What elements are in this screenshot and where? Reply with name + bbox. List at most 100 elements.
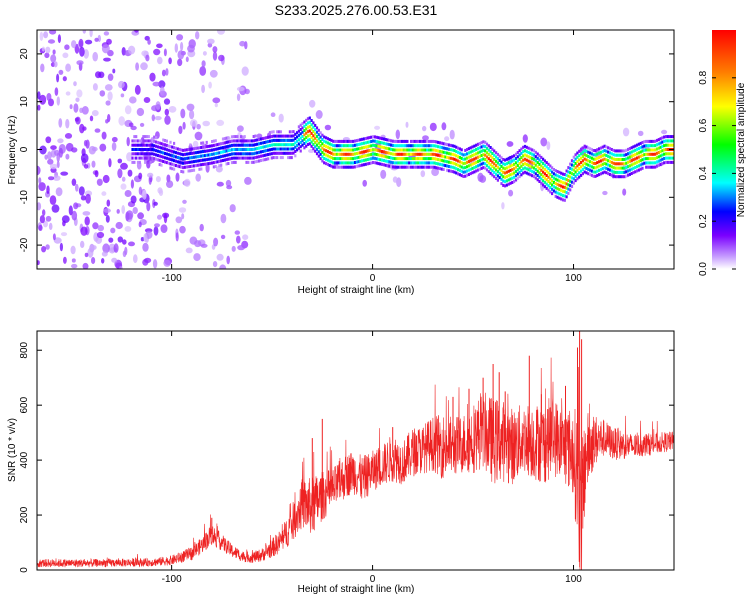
spectrogram-ridge-cell — [485, 142, 489, 146]
spectrogram-ridge-cell — [652, 152, 655, 156]
spectrogram-ridge-cell — [466, 148, 469, 151]
spectrogram-ridge-cell — [334, 157, 337, 161]
spectrogram-ridge-cell — [661, 140, 664, 144]
spectrogram-ridge-cell — [357, 160, 360, 164]
spectrogram-noise-blob — [117, 236, 124, 243]
spectrogram-ridge-cell — [258, 150, 261, 154]
spectrogram-ridge-cell — [249, 148, 252, 151]
spectrogram-noise-blob — [94, 128, 101, 133]
spectrogram-ridge-cell — [254, 134, 257, 138]
spectrogram-ridge-cell — [180, 148, 183, 152]
spectrogram-noise-blob — [143, 233, 148, 242]
spectrogram-ridge-cell — [315, 147, 319, 151]
spectrogram-ridge-cell — [317, 154, 320, 158]
spectrogram-ridge-cell — [462, 170, 465, 174]
spectrogram-ridge-cell — [570, 163, 574, 167]
spectrogram-ridge-cell — [301, 130, 304, 134]
spectrogram-ridge-cell — [299, 132, 302, 136]
spectrogram-ridge-cell — [589, 168, 592, 172]
spectrogram-ridge-cell — [410, 152, 413, 156]
spectrogram-noise-blob — [52, 49, 56, 55]
spectrogram-ridge-cell — [518, 175, 521, 179]
spectrogram-ridge-cell — [305, 140, 308, 144]
spectrogram-ridge-cell — [542, 183, 545, 187]
spectrogram-ridge-cell — [545, 186, 548, 190]
spectrogram-ridge-cell — [608, 151, 612, 155]
spectrogram-ridge-cell — [202, 158, 205, 162]
spectrogram-ridge-cell — [384, 138, 387, 141]
spectrogram-ridge-cell — [361, 155, 364, 158]
spectrogram-ridge-cell — [404, 165, 407, 169]
spectrogram-ridge-cell — [279, 151, 282, 155]
spectrogram-ridge-cell — [621, 170, 624, 174]
spectrogram-ridge-cell — [160, 150, 163, 154]
spectrogram-ridge-cell — [243, 156, 246, 160]
spectrogram-ridge-cell — [276, 151, 279, 155]
spectrogram-ridge-cell — [542, 166, 545, 170]
spectrogram-ridge-cell — [189, 143, 192, 147]
spectrogram-ridge-cell — [256, 159, 259, 163]
spectrogram-noise-blob — [58, 69, 64, 75]
spectrogram-ridge-cell — [391, 144, 395, 147]
spectrogram-ridge-cell — [663, 144, 666, 148]
spectrogram-ridge-cell — [605, 149, 608, 153]
spectrogram-ridge-cell — [296, 135, 299, 139]
spectrogram-ridge-cell — [419, 139, 422, 143]
spectrogram-ridge-cell — [574, 166, 577, 170]
spectrogram-ridge-cell — [382, 146, 385, 150]
spectrogram-ridge-cell — [288, 156, 291, 160]
spectrogram-ridge-cell — [306, 130, 310, 134]
spectrogram-noise-blob — [278, 113, 284, 123]
spectrogram-ridge-cell — [133, 156, 136, 160]
spectrogram-ridge-cell — [485, 159, 489, 163]
spectrogram-ridge-cell — [458, 147, 461, 151]
spectrogram-ridge-cell — [413, 144, 416, 148]
spectrogram-ridge-cell — [290, 138, 293, 142]
spectrogram-ridge-cell — [341, 139, 344, 143]
spectrogram-ridge-cell — [261, 154, 264, 158]
spectrogram-ridge-cell — [229, 153, 232, 156]
spectrogram-ridge-cell — [171, 154, 174, 158]
spectrogram-ridge-cell — [652, 161, 655, 165]
spectrogram-noise-blob — [52, 233, 56, 241]
spectrogram-ridge-cell — [377, 157, 380, 161]
spectrogram-ridge-cell — [458, 156, 461, 159]
spectrogram-ridge-cell — [194, 159, 197, 163]
spectrogram-ridge-cell — [623, 149, 626, 153]
spectrogram-ridge-cell — [164, 156, 167, 160]
spectrogram-ridge-cell — [292, 151, 295, 155]
spectrogram-ridge-cell — [151, 152, 154, 156]
spectrogram-ridge-cell — [561, 172, 565, 176]
spectrogram-ridge-cell — [164, 152, 167, 155]
spectrogram-ridge-cell — [532, 170, 536, 174]
spectrogram-ridge-cell — [413, 139, 416, 143]
spectrogram-ridge-cell — [630, 154, 633, 158]
spectrogram-ridge-cell — [458, 164, 461, 168]
spectrogram-ridge-cell — [643, 140, 646, 144]
spectrogram-ridge-cell — [599, 146, 603, 150]
spectrogram-ridge-cell — [411, 139, 414, 143]
spectrogram-ridge-cell — [272, 156, 275, 160]
spectrogram-ridge-cell — [303, 120, 306, 124]
spectrogram-ridge-cell — [478, 167, 481, 171]
spectrogram-ridge-cell — [513, 180, 516, 184]
spectrogram-ridge-cell — [589, 155, 592, 159]
spectrogram-ridge-cell — [290, 151, 293, 155]
spectrogram-ridge-cell — [404, 152, 407, 156]
spectrogram-ridge-cell — [390, 143, 393, 147]
spectrogram-ridge-cell — [348, 148, 351, 152]
spectrogram-ridge-cell — [630, 146, 633, 150]
spectrogram-noise-blob — [165, 68, 169, 76]
spectrogram-ridge-cell — [451, 161, 454, 165]
spectrogram-ridge-cell — [464, 153, 467, 157]
spectrogram-noise-blob — [149, 72, 156, 82]
spectrogram-noise-blob — [270, 112, 276, 117]
spectrogram-ridge-cell — [196, 150, 199, 154]
spectrogram-ridge-cell — [238, 152, 241, 156]
spectrogram-noise-blob — [105, 119, 109, 124]
spectrogram-ridge-cell — [560, 184, 563, 188]
spectrogram-ridge-cell — [581, 167, 584, 171]
spectrogram-ridge-cell — [382, 137, 385, 141]
spectrogram-ridge-cell — [601, 162, 604, 166]
spectrogram-ridge-cell — [267, 157, 270, 161]
